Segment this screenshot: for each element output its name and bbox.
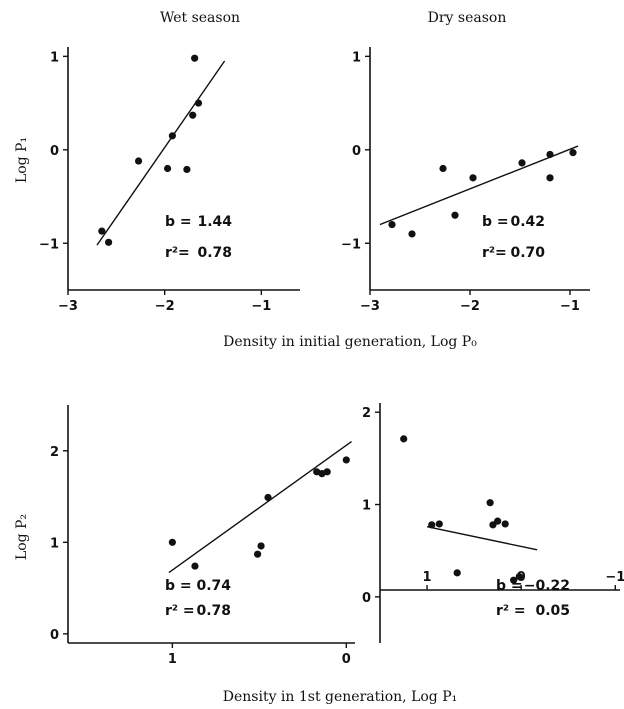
data-point [388,220,396,229]
x-tick-label: 1 [423,570,432,585]
data-point [494,517,502,525]
y-axis-label: Log P₁ [14,137,30,183]
regression-line [379,145,579,226]
slope-label: b = [482,214,509,230]
data-point [194,99,203,107]
data-point [191,54,199,62]
panel-title: Wet season [160,10,240,26]
x-tick-label: −2 [155,299,175,314]
data-point [469,174,477,182]
slope-label: b = [165,578,192,594]
r-squared-value: 0.05 [535,603,570,619]
regression-line [426,526,538,551]
data-point [189,111,197,119]
x-tick-label: −3 [360,299,380,314]
x-tick-label: 1 [168,652,177,667]
data-point [486,499,494,507]
data-point [501,520,509,528]
y-tick-label: 1 [50,536,59,551]
data-point [98,227,106,235]
data-point [439,164,447,173]
data-point [408,230,416,238]
data-point [546,174,554,182]
data-point [400,435,408,443]
slope-value: 0.74 [196,578,231,594]
y-tick-label: 1 [50,50,59,65]
y-tick-label: −1 [341,237,361,252]
regression-line [96,60,226,246]
y-tick-label: 1 [362,499,371,514]
data-point [569,149,577,157]
slope-label: b = [165,214,192,230]
data-point [323,468,331,476]
data-point [191,562,199,570]
x-tick-label: −3 [58,299,78,314]
slope-label: b = [496,578,523,594]
data-point [253,550,262,558]
data-point [453,569,461,577]
r-squared-label: r²= [165,245,190,261]
x-tick-label: −1 [251,299,271,314]
data-point [428,521,436,529]
data-point [163,164,172,173]
data-point [510,576,518,584]
y-tick-label: 0 [352,144,361,159]
data-point [168,132,176,140]
data-point [105,238,113,246]
data-point [134,157,143,165]
r-squared-label: r² = [496,603,526,619]
r-squared-value: 0.78 [196,603,231,619]
y-tick-label: 0 [362,591,371,606]
slope-value: −0.22 [524,578,570,594]
panel-title: Dry season [428,10,507,26]
data-point [342,456,350,464]
data-point [257,542,265,550]
regression-line [168,441,352,574]
r-squared-label: r² = [165,603,195,619]
panel-wet-season-p1-vs-p0: Wet season Log P₁ −1 0 1 −3 −2 −1 b = 1.44 r²= 0.… [14,10,300,314]
bottom-x-axis-label: Density in 1st generation, Log P₁ [223,689,458,705]
y-tick-label: 2 [362,406,371,421]
x-tick-label: −1 [605,570,624,585]
data-point [451,211,459,219]
r-squared-label: r²= [482,245,507,261]
x-tick-label: 0 [342,652,351,667]
slope-value: 1.44 [197,214,232,230]
data-point [264,493,272,502]
y-tick-label: 2 [50,445,59,460]
data-point [515,572,523,581]
y-tick-label: −1 [39,237,59,252]
x-tick-label: −2 [460,299,480,314]
r-squared-value: 0.78 [197,245,232,261]
y-axis-label: Log P₂ [14,514,30,560]
data-point [183,165,191,174]
x-tick-label: −1 [560,299,580,314]
data-point [546,150,554,159]
y-tick-label: 0 [50,144,59,159]
y-tick-label: 0 [50,628,59,643]
slope-value: 0.42 [510,214,545,230]
data-point [168,538,176,546]
r-squared-value: 0.70 [510,245,545,261]
data-point [518,159,526,167]
top-x-axis-label: Density in initial generation, Log P₀ [223,334,477,350]
data-point [435,520,443,528]
y-tick-label: 1 [352,50,361,65]
